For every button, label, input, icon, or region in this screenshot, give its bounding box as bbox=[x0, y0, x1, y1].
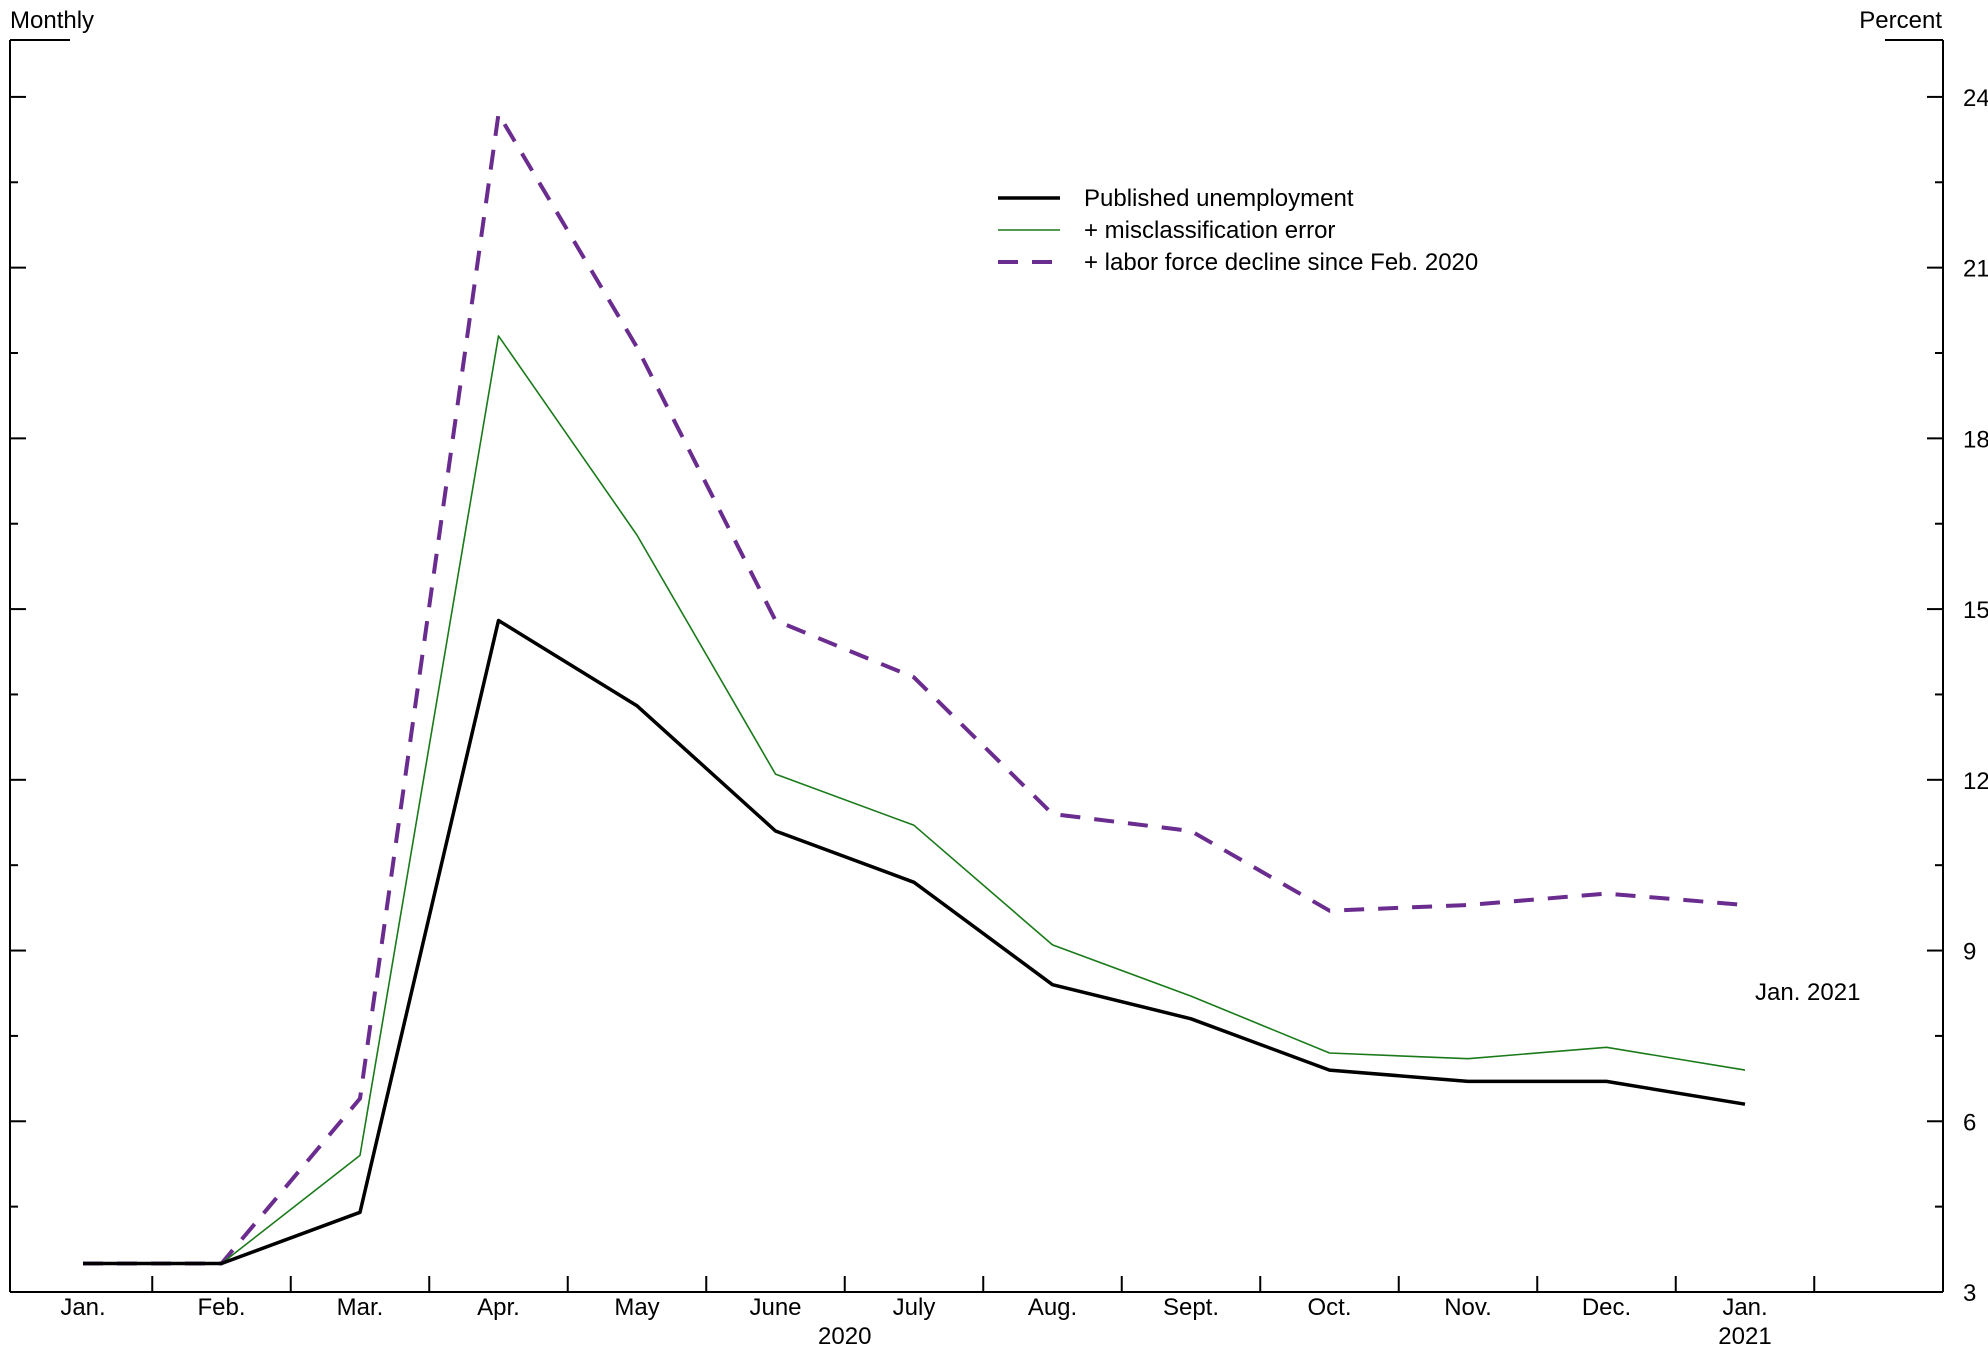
x-tick-label: Apr. bbox=[477, 1294, 520, 1321]
y-tick-label: 3 bbox=[1963, 1280, 1976, 1307]
x-tick-label: Dec. bbox=[1582, 1294, 1631, 1321]
annotation-jan-2021: Jan. 2021 bbox=[1755, 979, 1860, 1006]
y-tick-label: 21 bbox=[1963, 256, 1988, 283]
x-tick-label: Oct. bbox=[1307, 1294, 1351, 1321]
x-tick-label: Jan. bbox=[1722, 1294, 1767, 1321]
x-tick-label: Sept. bbox=[1163, 1294, 1219, 1321]
legend-label-2: + labor force decline since Feb. 2020 bbox=[1084, 249, 1478, 276]
year-label: 2020 bbox=[818, 1323, 871, 1346]
chart-series bbox=[82, 112, 1746, 1266]
y-tick-label: 12 bbox=[1963, 768, 1988, 795]
y-tick-label: 24 bbox=[1963, 85, 1988, 112]
x-tick-label: Aug. bbox=[1028, 1294, 1077, 1321]
y-tick-label: 18 bbox=[1963, 426, 1988, 453]
chart-labels: Monthly Percent Jan. 2021 bbox=[10, 7, 1942, 1006]
chart-axes bbox=[9, 39, 1944, 1293]
legend-label-1: + misclassification error bbox=[1084, 217, 1335, 244]
series-line-1 bbox=[83, 335, 1746, 1265]
x-tick-label: May bbox=[614, 1294, 659, 1321]
series-line-2 bbox=[83, 112, 1746, 1266]
units-label: Percent bbox=[1859, 7, 1942, 34]
x-tick-label: Mar. bbox=[337, 1294, 384, 1321]
x-tick-label: June bbox=[749, 1294, 801, 1321]
axis-ticks: 3 6 9 12 15 18 21 24 Jan. Feb. Mar. Apr. May June July… bbox=[10, 85, 1988, 1346]
x-tick-label: Feb. bbox=[197, 1294, 245, 1321]
x-tick-label: July bbox=[893, 1294, 936, 1321]
year-label: 2021 bbox=[1718, 1323, 1771, 1346]
chart-legend: Published unemployment + misclassificatio… bbox=[998, 185, 1478, 276]
series-line-0 bbox=[83, 618, 1746, 1266]
y-tick-label: 15 bbox=[1963, 597, 1988, 624]
x-tick-label: Nov. bbox=[1444, 1294, 1492, 1321]
y-tick-label: 6 bbox=[1963, 1109, 1976, 1136]
x-tick-label: Jan. bbox=[60, 1294, 105, 1321]
legend-label-0: Published unemployment bbox=[1084, 185, 1354, 212]
y-tick-label: 9 bbox=[1963, 939, 1976, 966]
frequency-label: Monthly bbox=[10, 7, 94, 34]
